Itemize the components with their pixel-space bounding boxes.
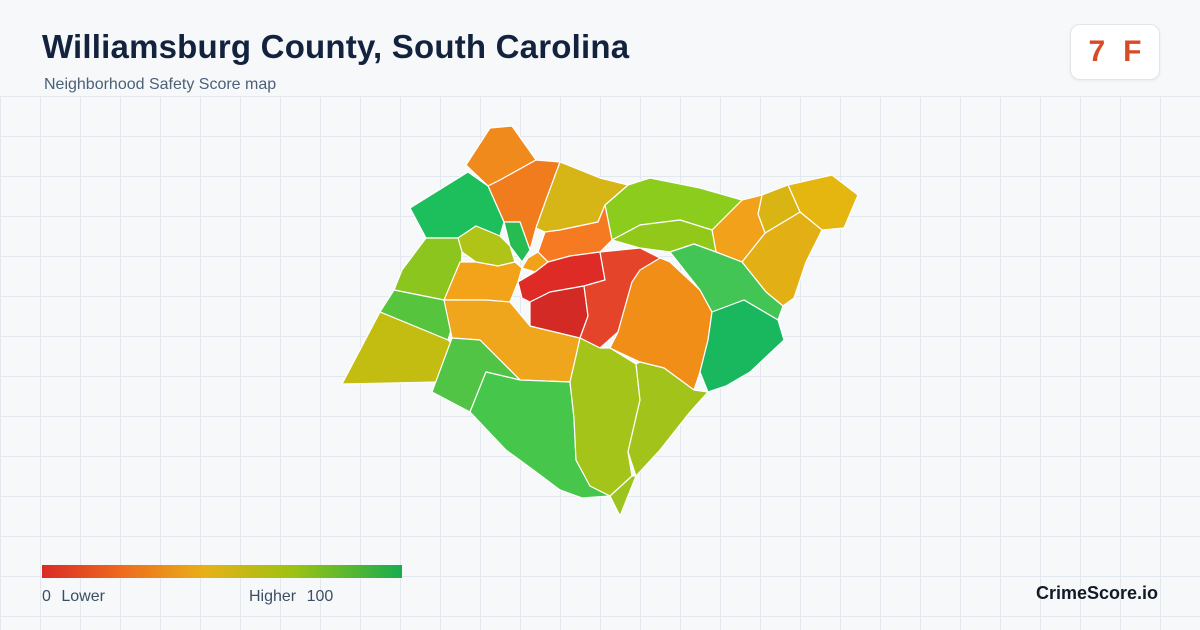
- map-region[interactable]: [609, 257, 713, 391]
- brand-logo-text[interactable]: CrimeScore.io: [1036, 583, 1159, 603]
- legend-gradient-bar: [42, 565, 402, 578]
- page-subtitle: Neighborhood Safety Score map: [44, 76, 277, 93]
- map-region[interactable]: [503, 221, 531, 263]
- safety-grade: F: [1123, 35, 1142, 68]
- map-region[interactable]: [669, 243, 784, 321]
- safety-score-value: 7: [1088, 35, 1106, 68]
- safety-score-badge: 7 F: [1070, 24, 1160, 80]
- legend-high: Higher 100: [249, 588, 333, 606]
- legend-max-label: Higher: [249, 588, 297, 605]
- map-region[interactable]: [627, 361, 709, 477]
- legend-low: 0 Lower: [42, 588, 105, 606]
- map-region[interactable]: [699, 299, 785, 393]
- page-title: Williamsburg County, South Carolina: [42, 28, 630, 65]
- legend-min-value: 0: [42, 588, 51, 605]
- legend-min-label: Lower: [61, 588, 105, 605]
- legend-max-value: 100: [306, 588, 334, 605]
- map-region[interactable]: [609, 475, 637, 517]
